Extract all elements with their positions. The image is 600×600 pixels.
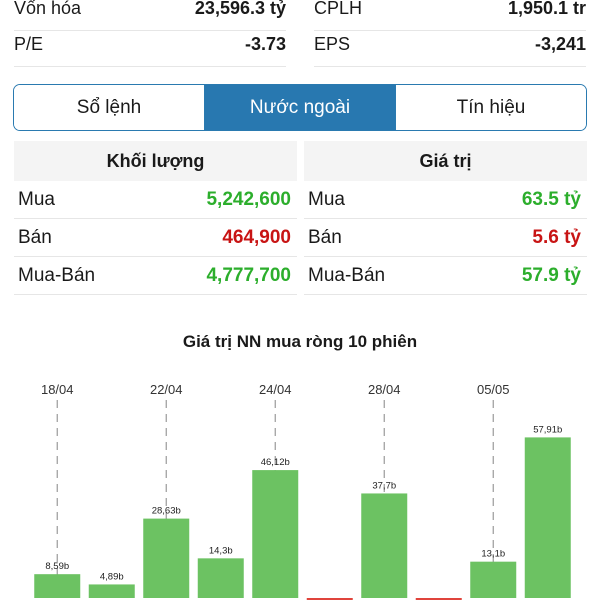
bar: [415, 598, 462, 600]
volume-header: Khối lượng: [14, 141, 297, 181]
value-row-buy: Mua 63.5 tỷ: [304, 181, 587, 219]
bar-value-label: 37,7b: [372, 480, 396, 491]
shares-outstanding-label: CPLH: [314, 0, 363, 18]
segmented-tabs: Sổ lệnh Nước ngoài Tín hiệu: [13, 84, 587, 131]
market-cap-label: Vốn hóa: [14, 0, 82, 18]
divider: [14, 30, 286, 31]
divider: [14, 66, 286, 67]
bar: [88, 584, 135, 598]
value-row-sell: Bán 5.6 tỷ: [304, 219, 587, 257]
tab-order-book[interactable]: Sổ lệnh: [14, 85, 204, 130]
bar-value-label: 8,59b: [45, 561, 69, 572]
row-label: Mua: [308, 188, 345, 210]
bar: [143, 518, 190, 598]
bar-value-label: 28,63b: [152, 506, 181, 517]
volume-row-net: Mua-Bán 4,777,700: [14, 257, 297, 295]
tab-foreign[interactable]: Nước ngoài: [204, 85, 395, 130]
row-value: 63.5 tỷ: [521, 188, 581, 210]
tab-signals[interactable]: Tín hiệu: [395, 85, 586, 130]
bar-value-label: 4,89b: [100, 571, 124, 582]
date-label: 22/04: [150, 382, 183, 397]
row-label: Bán: [18, 226, 52, 248]
date-label: 28/04: [368, 382, 401, 397]
eps-label: EPS: [314, 34, 351, 54]
divider: [314, 30, 586, 31]
bar: [524, 437, 571, 598]
market-cap-value: 23,596.3 tỷ: [194, 0, 286, 18]
date-label: 24/04: [259, 382, 292, 397]
value-header: Giá trị: [304, 141, 587, 181]
bar: [361, 493, 408, 598]
stat-row-pe: P/E -3.73 EPS -3,241: [0, 27, 600, 67]
row-label: Mua-Bán: [18, 264, 96, 286]
bar: [470, 561, 517, 598]
row-value: 57.9 tỷ: [521, 264, 581, 286]
row-value: 4,777,700: [206, 264, 291, 286]
row-label: Mua: [18, 188, 55, 210]
row-label: Bán: [308, 226, 342, 248]
row-value: 464,900: [222, 226, 291, 248]
stat-row-market-cap: Vốn hóa 23,596.3 tỷ CPLH 1,950.1 tr: [0, 0, 600, 31]
date-label: 18/04: [41, 382, 74, 397]
bar: [34, 574, 81, 598]
pe-label: P/E: [14, 34, 44, 54]
eps-value: -3,241: [534, 34, 586, 54]
bar-value-label: 46,12b: [261, 457, 290, 468]
row-value: 5.6 tỷ: [532, 226, 581, 248]
bar-value-label: 57,91b: [533, 424, 562, 435]
bar-value-label: 13,1b: [481, 549, 505, 560]
net-buy-bar-chart: 18/04 22/04 24/04 28/04 05/05 8,59b 4,89b 28,63…: [34, 382, 571, 600]
shares-outstanding-value: 1,950.1 tr: [507, 0, 586, 18]
bar: [252, 470, 299, 598]
volume-row-buy: Mua 5,242,600: [14, 181, 297, 219]
row-label: Mua-Bán: [308, 264, 386, 286]
date-label: 05/05: [477, 382, 510, 397]
volume-panel: Khối lượng Mua 5,242,600 Bán 464,900 Mua…: [14, 141, 297, 295]
divider: [314, 66, 586, 67]
chart-title: Giá trị NN mua ròng 10 phiên: [182, 332, 418, 351]
pe-value: -3.73: [244, 34, 286, 54]
row-value: 5,242,600: [206, 188, 291, 210]
value-row-net: Mua-Bán 57.9 tỷ: [304, 257, 587, 295]
bar: [197, 558, 244, 598]
bar-value-label: 14,3b: [209, 545, 233, 556]
volume-row-sell: Bán 464,900: [14, 219, 297, 257]
bar: [306, 598, 353, 600]
value-panel: Giá trị Mua 63.5 tỷ Bán 5.6 tỷ Mua-Bán 5…: [304, 141, 587, 295]
